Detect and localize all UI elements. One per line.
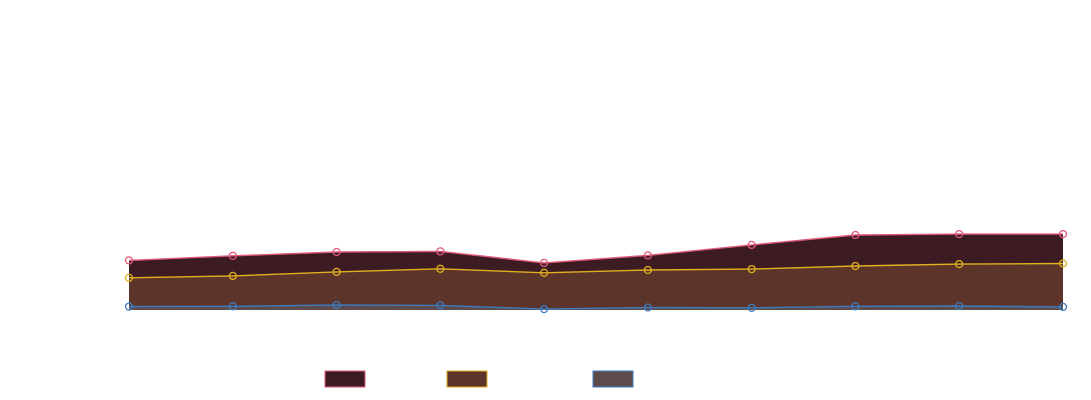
chart-legend <box>324 370 634 388</box>
marker-series-3-point-5[interactable] <box>539 258 549 268</box>
marker-series-1-point-7[interactable] <box>747 303 756 312</box>
chart-areas <box>129 234 1063 310</box>
marker-series-3-point-1[interactable] <box>124 256 134 265</box>
marker-series-2-point-9[interactable] <box>955 259 964 269</box>
area-series-1 <box>129 305 1063 310</box>
marker-series-3-point-7[interactable] <box>747 240 756 250</box>
marker-series-2-point-8[interactable] <box>851 261 860 271</box>
marker-series-2-point-3[interactable] <box>332 267 341 277</box>
marker-series-3-point-10[interactable] <box>1058 229 1068 239</box>
line-series-2 <box>128 262 1064 279</box>
marker-series-3-point-4[interactable] <box>436 247 445 256</box>
marker-series-1-point-8[interactable] <box>851 302 860 311</box>
chart-markers <box>124 229 1068 314</box>
legend-swatch-series-2[interactable] <box>446 370 488 388</box>
marker-series-3-point-8[interactable] <box>851 230 860 240</box>
line-series-1 <box>128 304 1064 310</box>
marker-series-3-point-2[interactable] <box>228 251 237 260</box>
marker-series-2-point-5[interactable] <box>539 268 549 277</box>
marker-series-2-point-1[interactable] <box>124 273 134 282</box>
marker-series-1-point-9[interactable] <box>955 301 964 311</box>
marker-series-3-point-3[interactable] <box>332 247 341 257</box>
marker-series-2-point-4[interactable] <box>436 264 445 273</box>
marker-series-1-point-3[interactable] <box>332 300 341 310</box>
marker-series-2-point-7[interactable] <box>747 264 756 274</box>
marker-series-3-point-6[interactable] <box>643 251 653 260</box>
marker-series-1-point-10[interactable] <box>1058 302 1068 312</box>
marker-series-2-point-2[interactable] <box>228 271 237 281</box>
marker-series-1-point-2[interactable] <box>228 302 237 311</box>
chart-lines <box>128 233 1064 310</box>
line-series-3 <box>128 233 1063 264</box>
legend-swatch-series-3[interactable] <box>324 370 366 388</box>
marker-series-1-point-5[interactable] <box>539 304 549 314</box>
marker-series-1-point-6[interactable] <box>643 303 653 312</box>
marker-series-3-point-9[interactable] <box>955 229 964 239</box>
marker-series-1-point-1[interactable] <box>124 302 134 311</box>
marker-series-2-point-10[interactable] <box>1058 259 1068 268</box>
legend-swatch-series-1[interactable] <box>592 370 634 388</box>
area-series-2 <box>129 263 1063 310</box>
marker-series-1-point-4[interactable] <box>436 301 445 310</box>
area-series-3 <box>129 234 1063 278</box>
marker-series-2-point-6[interactable] <box>643 265 653 275</box>
